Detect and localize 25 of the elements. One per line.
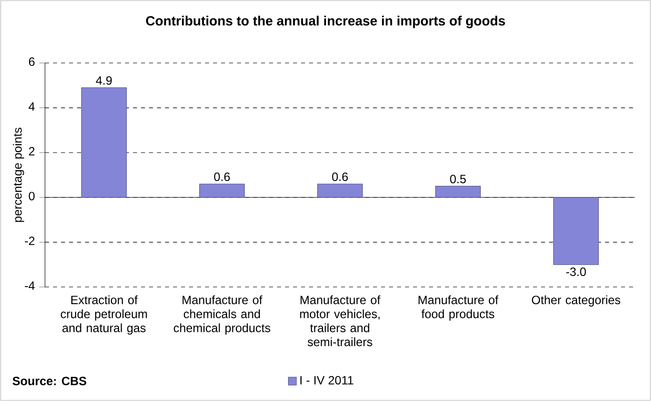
data-label: 4.9 [96, 76, 112, 85]
x-tick-label: Manufacture of chemicals and chemical products [174, 295, 270, 335]
y-tick-label: 4 [28, 102, 35, 111]
x-tick-label: Other categories [532, 295, 620, 307]
data-label: 0.6 [214, 172, 230, 182]
legend-label: I - IV 2011 [300, 376, 354, 384]
data-label: 0.5 [450, 174, 466, 184]
bar [199, 184, 245, 198]
y-tick-label: 6 [28, 57, 35, 66]
chart-title: Contributions to the annual increase in imports of goods [146, 16, 505, 28]
source-note: Source: CBS [12, 376, 86, 386]
y-tick-label: -4 [24, 282, 35, 290]
bar [317, 184, 363, 198]
x-tick-label: Extraction of crude petroleum and natural gas [60, 295, 147, 335]
y-tick-label: 0 [28, 192, 35, 200]
y-axis-title: percentage points [12, 128, 24, 222]
x-tick-label: Manufacture of food products [418, 295, 498, 321]
data-label: -3.0 [566, 268, 586, 276]
y-tick-label: 2 [28, 147, 34, 156]
y-tick-label: -2 [24, 236, 34, 245]
bar [553, 197, 599, 265]
bar [435, 186, 481, 198]
bar [81, 87, 127, 198]
data-label: 0.6 [332, 172, 348, 182]
x-tick-label: Manufacture of motor vehicles, trailers and semi-trailers [300, 295, 380, 346]
